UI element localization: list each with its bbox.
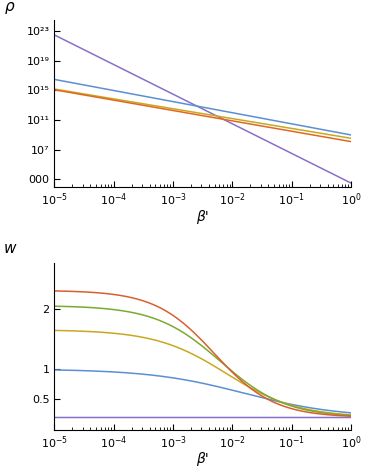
X-axis label: β': β': [196, 453, 209, 466]
Y-axis label: ρ: ρ: [5, 0, 15, 14]
Y-axis label: w: w: [4, 242, 16, 256]
X-axis label: β': β': [196, 210, 209, 224]
